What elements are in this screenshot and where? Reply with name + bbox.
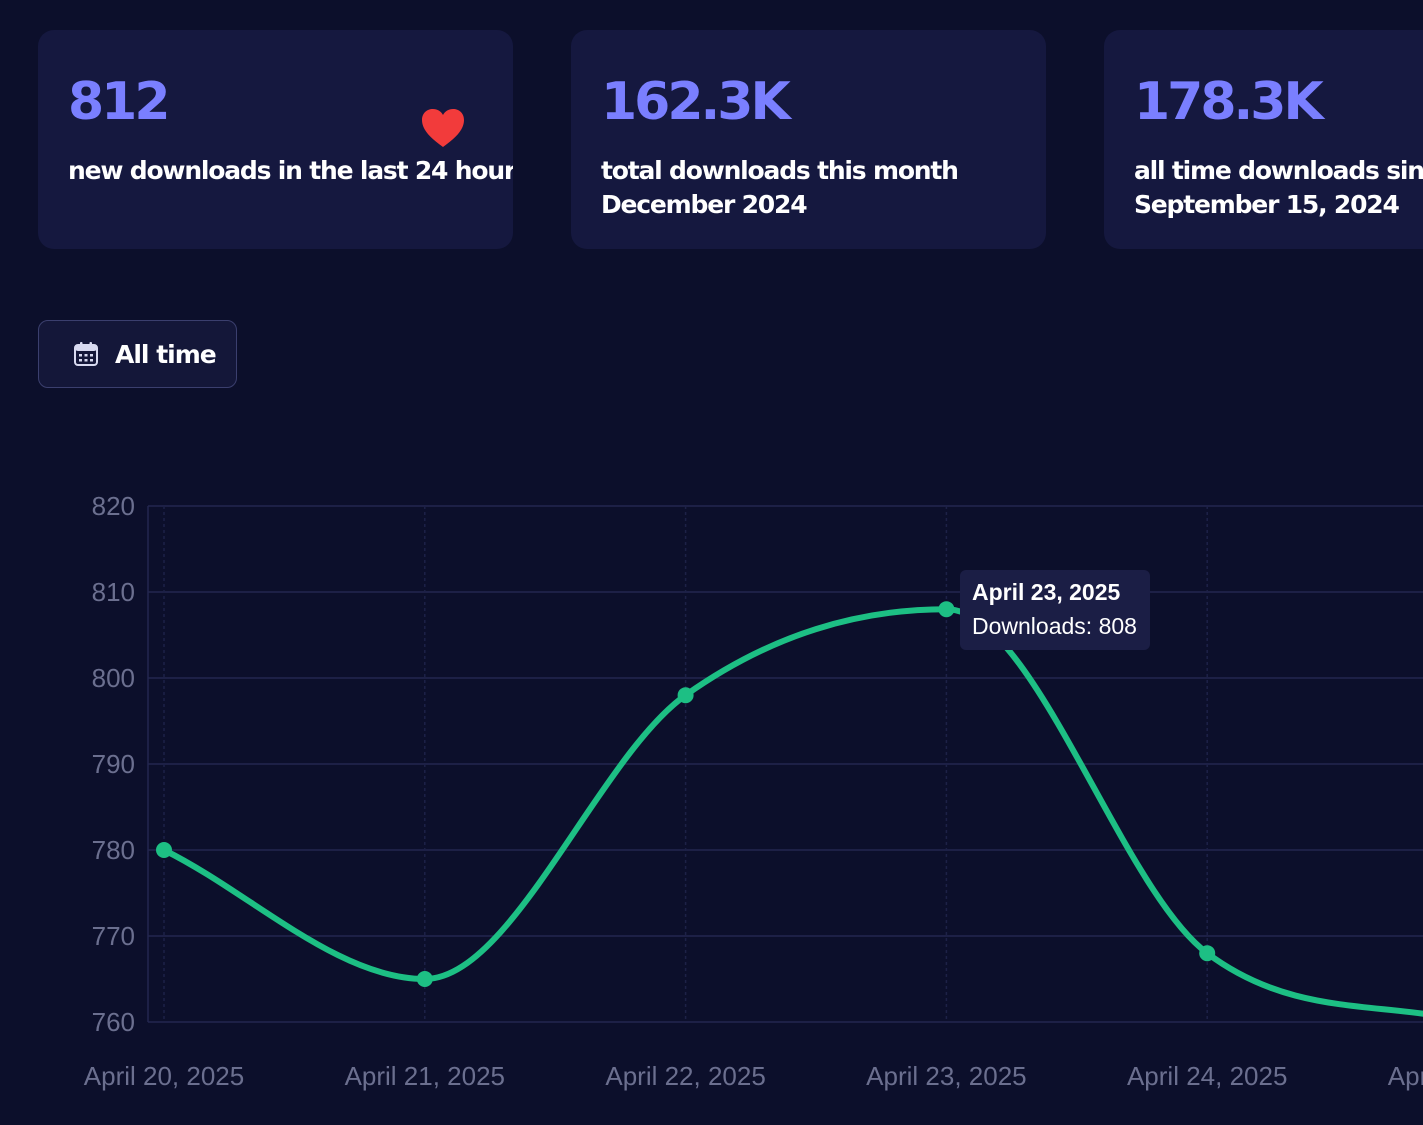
x-tick-label: April 20, 2025 xyxy=(84,1061,244,1091)
chart-tooltip: April 23, 2025 Downloads: 808 xyxy=(960,570,1150,650)
calendar-icon xyxy=(74,342,98,366)
y-tick-label: 770 xyxy=(92,921,135,951)
y-tick-label: 780 xyxy=(92,835,135,865)
time-range-button[interactable]: All time xyxy=(38,320,237,388)
chart-grid xyxy=(147,505,1423,1023)
stat-value: 178.3K xyxy=(1134,72,1324,132)
data-point[interactable] xyxy=(156,842,172,858)
x-tick-label: April 21, 2025 xyxy=(345,1061,505,1091)
stat-label-line1: all time downloads since xyxy=(1134,156,1423,185)
x-tick-label: April 22, 2025 xyxy=(605,1061,765,1091)
heart-icon xyxy=(422,109,464,147)
x-axis-ticks: April 20, 2025 April 21, 2025 April 22, 20… xyxy=(84,1061,1423,1091)
tooltip-value: Downloads: 808 xyxy=(972,613,1137,639)
stat-value: 162.3K xyxy=(601,72,791,132)
y-tick-label: 800 xyxy=(92,663,135,693)
series-line xyxy=(161,606,1423,1017)
x-tick-label: April 25, 2025 xyxy=(1388,1061,1423,1091)
stat-card-24h: 812 new downloads in the last 24 hours xyxy=(38,30,513,249)
y-tick-label: 810 xyxy=(92,577,135,607)
stat-label-line2: September 15, 2024 xyxy=(1134,190,1400,219)
stat-label-line1: new downloads in the last 24 hours xyxy=(68,156,513,185)
data-point[interactable] xyxy=(1199,945,1216,962)
y-tick-label: 790 xyxy=(92,749,135,779)
x-tick-label: April 23, 2025 xyxy=(866,1061,1026,1091)
y-tick-label: 760 xyxy=(92,1007,135,1037)
stat-label-line1: total downloads this month xyxy=(601,156,959,185)
time-range-label: All time xyxy=(115,339,217,369)
stat-value: 812 xyxy=(68,72,171,132)
stat-card-all-time: 178.3K all time downloads since Septembe… xyxy=(1104,30,1423,249)
data-point[interactable] xyxy=(416,971,433,987)
stat-label-line2: December 2024 xyxy=(601,190,808,219)
x-tick-label: April 24, 2025 xyxy=(1127,1061,1287,1091)
y-tick-label: 820 xyxy=(92,491,135,521)
data-point[interactable] xyxy=(938,601,955,618)
tooltip-date: April 23, 2025 xyxy=(972,579,1121,605)
stat-card-month: 162.3K total downloads this month Decemb… xyxy=(571,30,1046,249)
series-downloads xyxy=(156,601,1423,1017)
y-axis-ticks: 760 770 780 790 800 810 820 xyxy=(92,491,135,1037)
data-point[interactable] xyxy=(677,687,694,704)
